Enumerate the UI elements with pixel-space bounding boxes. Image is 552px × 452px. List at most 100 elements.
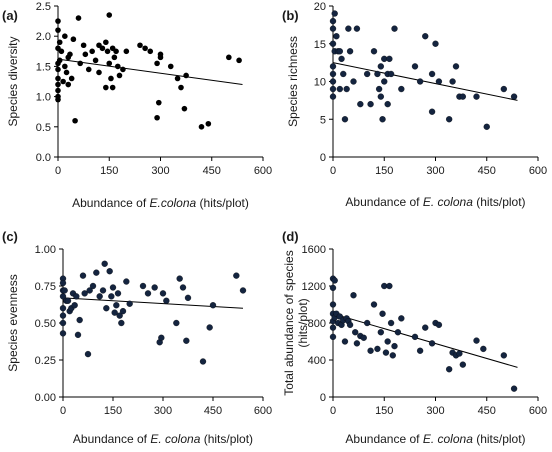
- y-tick-label: 0.5: [36, 122, 51, 134]
- data-point: [389, 352, 396, 359]
- data-point: [109, 284, 117, 291]
- y-tick-label: 20: [314, 1, 326, 13]
- data-point: [109, 84, 116, 91]
- data-point: [329, 333, 337, 341]
- data-point: [374, 70, 381, 78]
- data-point: [123, 48, 130, 55]
- data-point: [500, 352, 507, 359]
- x-tick-label: 450: [204, 405, 222, 417]
- data-points: [55, 12, 242, 130]
- data-point: [374, 345, 381, 353]
- data-point: [199, 358, 207, 365]
- data-point: [56, 57, 63, 64]
- data-point: [60, 78, 66, 85]
- data-point: [59, 330, 67, 337]
- data-point: [173, 319, 180, 327]
- panel-b: (b) 0 150 300 450 600 0 5 10 15 20 Abundance of E. …: [282, 1, 547, 209]
- data-point: [446, 116, 453, 123]
- data-point: [184, 294, 192, 301]
- data-point: [391, 342, 398, 350]
- data-point: [119, 308, 127, 315]
- x-tick-label: 450: [478, 405, 496, 417]
- x-tick-label: 150: [375, 405, 393, 417]
- x-tick-label: 600: [529, 165, 547, 177]
- data-point: [111, 54, 118, 61]
- data-point: [79, 272, 87, 279]
- y-tick-label: 15: [314, 39, 326, 51]
- data-point: [158, 334, 165, 341]
- data-point: [55, 75, 61, 82]
- data-point: [360, 334, 367, 341]
- data-point: [411, 333, 419, 341]
- data-point: [336, 48, 343, 55]
- data-point: [116, 72, 123, 79]
- x-tick-label: 600: [254, 165, 272, 177]
- data-point: [111, 309, 118, 316]
- data-point: [99, 45, 106, 52]
- data-point: [178, 84, 184, 91]
- data-point: [473, 93, 480, 100]
- data-point: [84, 350, 92, 358]
- data-point: [163, 297, 170, 304]
- x-axis-label-part: Abundance of: [345, 195, 422, 209]
- data-point: [329, 25, 337, 32]
- data-point: [61, 287, 68, 294]
- x-axis-label: Abundance of E. colona (hits/plot): [73, 432, 253, 446]
- data-point: [147, 48, 154, 55]
- data-point: [394, 329, 402, 336]
- y-axis-label: Total abundance of species(hits/plot): [282, 250, 310, 395]
- y-tick-label: 10: [314, 77, 326, 89]
- data-point: [71, 302, 78, 309]
- data-point: [74, 331, 82, 338]
- data-point: [89, 48, 95, 55]
- data-point: [398, 315, 405, 322]
- data-point: [198, 124, 205, 130]
- data-point: [398, 85, 405, 93]
- y-tick-label: 1200: [302, 281, 326, 293]
- data-point: [157, 54, 164, 61]
- data-point: [387, 70, 395, 78]
- x-axis-label: Abundance of E. colona (hits/plot): [345, 432, 525, 446]
- y-tick-label: 0: [320, 392, 326, 404]
- data-point: [59, 279, 67, 287]
- data-point: [113, 302, 120, 309]
- y-tick-label: 1600: [302, 244, 326, 256]
- data-point: [340, 70, 347, 78]
- data-points: [59, 260, 247, 365]
- data-point: [96, 69, 102, 76]
- x-tick-label: 0: [330, 165, 336, 177]
- data-point: [106, 60, 113, 67]
- y-axis-label-line: Total abundance of species: [282, 250, 296, 395]
- data-point: [81, 290, 88, 297]
- data-point: [500, 85, 507, 93]
- data-point: [459, 93, 466, 100]
- data-point: [55, 87, 61, 94]
- data-point: [329, 85, 337, 93]
- data-point: [435, 321, 443, 329]
- panel-letter: (c): [2, 229, 18, 244]
- data-point: [85, 66, 92, 73]
- data-point: [452, 63, 460, 70]
- data-point: [108, 293, 115, 300]
- data-point: [329, 40, 337, 47]
- data-point: [118, 319, 125, 327]
- data-point: [329, 78, 337, 85]
- x-axis-label-part: (hits/plot): [473, 195, 526, 209]
- y-tick-label: 800: [308, 318, 326, 330]
- data-point: [384, 101, 391, 108]
- data-point: [75, 15, 82, 21]
- x-tick-label: 0: [330, 405, 336, 417]
- data-point: [370, 301, 378, 308]
- data-point: [126, 300, 133, 307]
- x-axis-label-part: E.colona: [150, 196, 197, 210]
- x-tick-label: 0: [55, 165, 61, 177]
- data-point: [352, 329, 359, 336]
- data-point: [422, 33, 429, 40]
- data-point: [343, 85, 350, 93]
- data-point: [480, 345, 487, 353]
- data-point: [459, 361, 466, 368]
- data-point: [55, 96, 61, 103]
- data-point: [346, 48, 354, 55]
- data-point: [59, 305, 67, 312]
- y-tick-label: 2.0: [36, 31, 51, 43]
